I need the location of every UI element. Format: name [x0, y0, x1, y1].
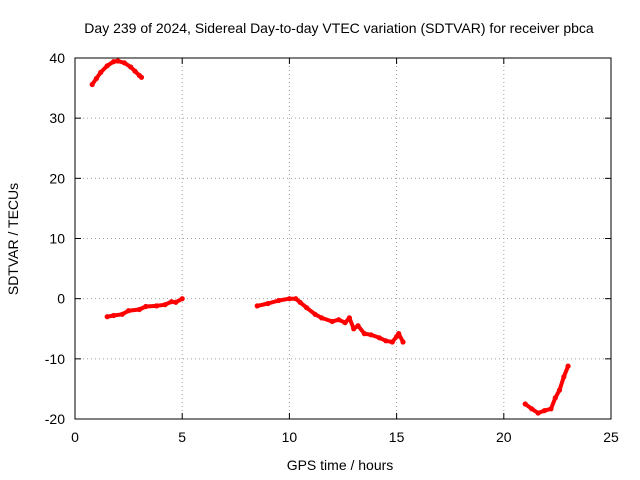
- data-point: [138, 74, 145, 80]
- data-point: [400, 339, 406, 345]
- x-tick-label: 15: [389, 429, 405, 445]
- data-point: [265, 300, 271, 307]
- data-point: [548, 406, 554, 412]
- data-point: [286, 296, 292, 302]
- y-tick-label: 0: [57, 291, 65, 307]
- data-point: [293, 296, 299, 302]
- series-layer: [89, 58, 571, 416]
- grid: [75, 58, 611, 419]
- x-tick-label: 20: [496, 429, 512, 445]
- x-tick-label: 25: [603, 429, 619, 445]
- data-point: [132, 68, 138, 74]
- axis-ticks: 0 5 10 15 20 25 -20 -10 0 10 20 30 40: [45, 50, 619, 445]
- data-point: [396, 331, 402, 337]
- y-tick-label: -20: [45, 411, 65, 427]
- data-point: [351, 326, 357, 332]
- x-axis-label: GPS time / hours: [287, 457, 394, 473]
- data-point: [529, 406, 535, 412]
- chart-title: Day 239 of 2024, Sidereal Day-to-day VTE…: [84, 20, 594, 36]
- data-point: [168, 299, 175, 305]
- data-point: [329, 318, 335, 325]
- data-point: [361, 331, 367, 337]
- data-point: [111, 312, 117, 319]
- data-point: [541, 408, 548, 414]
- data-point: [128, 64, 134, 70]
- data-point: [104, 63, 110, 69]
- data-point: [561, 374, 567, 380]
- data-point: [552, 395, 558, 401]
- data-point: [535, 410, 541, 416]
- data-point: [565, 363, 571, 369]
- x-tick-label: 0: [71, 429, 79, 445]
- data-point: [136, 306, 142, 313]
- data-point: [376, 335, 382, 341]
- x-tick-label: 10: [282, 429, 298, 445]
- data-point: [173, 299, 179, 305]
- data-point: [104, 314, 110, 320]
- data-point: [276, 297, 282, 304]
- data-point: [355, 323, 361, 329]
- x-tick-label: 5: [178, 429, 186, 445]
- y-tick-label: 10: [49, 231, 65, 247]
- data-point: [304, 305, 310, 311]
- data-point: [312, 311, 318, 317]
- data-point: [115, 58, 121, 64]
- data-point: [93, 75, 99, 82]
- data-point: [346, 315, 352, 321]
- data-point: [556, 387, 563, 393]
- y-tick-label: 30: [49, 110, 65, 126]
- data-point: [368, 332, 374, 338]
- data-point: [89, 81, 95, 88]
- data-point: [179, 296, 185, 302]
- data-point: [383, 338, 389, 344]
- data-point: [342, 320, 348, 326]
- data-point: [153, 303, 160, 309]
- data-point: [119, 311, 125, 317]
- y-axis-label: SDTVAR / TECUs: [5, 183, 21, 295]
- data-point: [111, 59, 117, 65]
- data-point: [121, 60, 127, 66]
- y-tick-label: 40: [49, 50, 65, 66]
- data-point: [162, 302, 168, 308]
- data-point: [522, 401, 528, 407]
- data-point: [297, 299, 303, 305]
- data-point: [319, 315, 325, 321]
- data-point: [98, 69, 104, 75]
- data-point: [143, 303, 149, 310]
- data-point: [126, 308, 132, 314]
- data-point: [389, 339, 395, 345]
- data-point: [254, 303, 260, 309]
- data-point: [336, 317, 342, 323]
- y-tick-label: -10: [45, 351, 65, 367]
- y-tick-label: 20: [49, 170, 65, 186]
